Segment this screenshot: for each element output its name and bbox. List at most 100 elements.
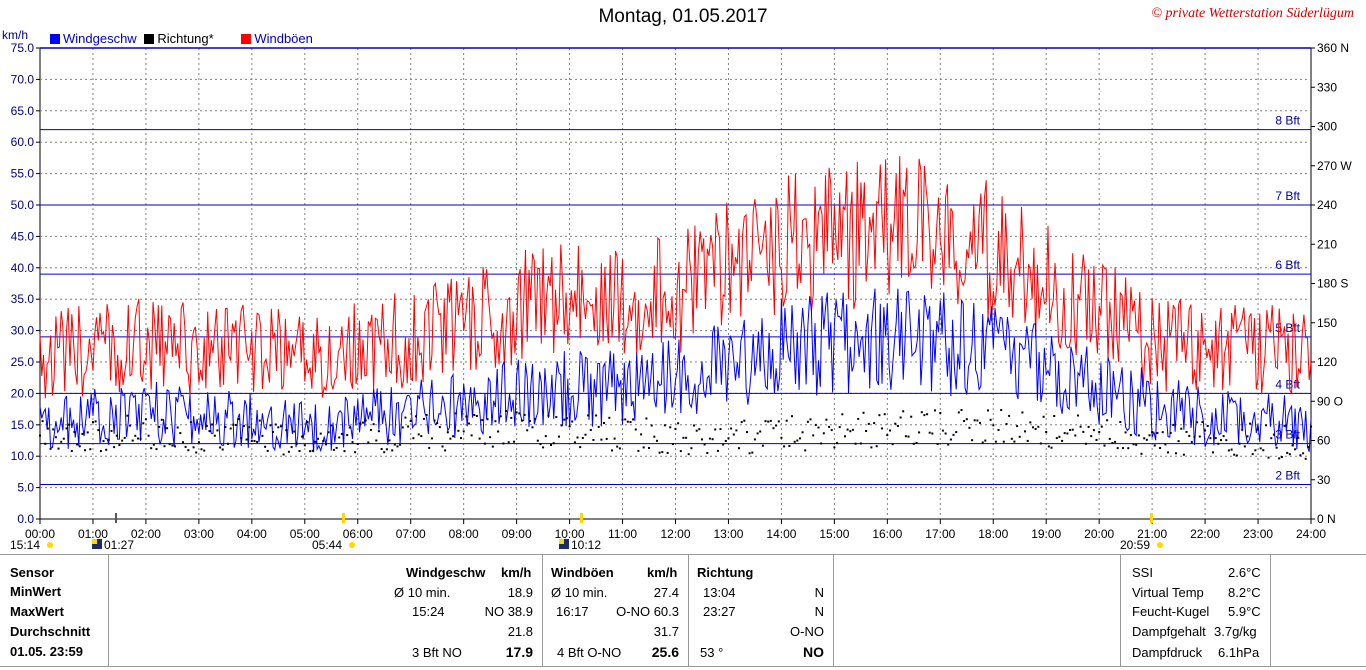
x-tick-label: 00:00 bbox=[25, 527, 55, 541]
direction-point bbox=[952, 433, 955, 436]
direction-point bbox=[1243, 445, 1246, 448]
direction-point bbox=[984, 439, 987, 442]
direction-point bbox=[94, 420, 97, 423]
direction-point bbox=[166, 427, 169, 430]
direction-point bbox=[1262, 449, 1265, 452]
direction-point bbox=[285, 429, 288, 432]
direction-point bbox=[248, 426, 251, 429]
direction-point bbox=[115, 434, 118, 437]
direction-point bbox=[926, 413, 929, 416]
direction-point bbox=[1151, 431, 1154, 434]
direction-point bbox=[1288, 453, 1291, 456]
chart-title: Montag, 01.05.2017 bbox=[598, 6, 768, 27]
direction-point bbox=[1259, 447, 1262, 450]
direction-point bbox=[862, 411, 865, 414]
direction-point bbox=[505, 410, 507, 412]
beaufort-label: 7 Bft bbox=[1275, 189, 1300, 203]
direction-point bbox=[192, 446, 195, 449]
direction-point bbox=[129, 424, 131, 427]
direction-point bbox=[881, 427, 883, 430]
direction-point bbox=[253, 440, 256, 442]
direction-point bbox=[928, 431, 931, 434]
direction-point bbox=[859, 442, 862, 445]
direction-point bbox=[280, 425, 282, 428]
direction-point bbox=[1204, 429, 1207, 432]
richtung-avg-value: O-NO bbox=[790, 624, 824, 639]
sun-marker bbox=[1150, 513, 1153, 523]
direction-point bbox=[1122, 447, 1124, 450]
y-tick-label: 60.0 bbox=[11, 135, 35, 149]
direction-point bbox=[1220, 439, 1222, 442]
direction-point bbox=[558, 435, 560, 438]
direction-point bbox=[724, 440, 727, 442]
direction-point bbox=[563, 418, 566, 421]
extra-dampfdruck-value: 6.1hPa bbox=[1218, 645, 1260, 660]
direction-point bbox=[301, 435, 304, 438]
direction-point bbox=[224, 426, 227, 429]
direction-point bbox=[550, 444, 552, 446]
direction-point bbox=[473, 414, 476, 416]
x-tick-label: 06:00 bbox=[343, 527, 373, 541]
direction-point bbox=[1047, 445, 1050, 448]
direction-point bbox=[242, 424, 245, 427]
direction-point bbox=[68, 423, 71, 426]
direction-point bbox=[1241, 428, 1244, 431]
direction-point bbox=[1153, 444, 1156, 447]
direction-point bbox=[994, 440, 997, 443]
direction-point bbox=[73, 431, 76, 433]
table-bottom-border bbox=[0, 666, 1366, 667]
direction-point bbox=[1034, 428, 1037, 430]
direction-point bbox=[277, 426, 280, 429]
direction-point bbox=[367, 441, 370, 444]
grid bbox=[39, 47, 1312, 520]
direction-point bbox=[648, 447, 650, 449]
y-tick-label: 10.0 bbox=[11, 449, 35, 463]
x-tick-label: 15:00 bbox=[819, 527, 849, 541]
axes: 00:00 01:00 02:00 03:00 04:00 05:00 06:00 07:00… bbox=[11, 41, 1353, 541]
direction-point bbox=[640, 433, 643, 436]
direction-point bbox=[515, 411, 518, 414]
legend-item-windgeschw: Windgeschw bbox=[50, 31, 137, 46]
table-divider bbox=[1270, 554, 1271, 666]
direction-point bbox=[499, 415, 502, 418]
direction-point bbox=[105, 448, 108, 451]
direction-point bbox=[875, 445, 878, 448]
direction-point bbox=[1304, 457, 1307, 460]
direction-point bbox=[544, 435, 547, 438]
direction-point bbox=[886, 434, 889, 437]
direction-point bbox=[1055, 437, 1058, 440]
extra-feucht-kugel-value: 5.9°C bbox=[1228, 604, 1261, 619]
direction-point bbox=[232, 423, 235, 426]
direction-point bbox=[245, 438, 248, 441]
direction-point bbox=[1161, 431, 1164, 434]
x-tick-label: 17:00 bbox=[925, 527, 955, 541]
timeline: 15:14 01:27 05:44 10:12 20:59 bbox=[10, 513, 1163, 552]
direction-point bbox=[343, 450, 346, 453]
direction-point bbox=[555, 416, 558, 419]
series-richtung bbox=[39, 409, 1312, 460]
direction-point bbox=[719, 428, 722, 431]
direction-point bbox=[1069, 429, 1071, 431]
direction-point bbox=[475, 415, 478, 417]
moon-icon-highlight bbox=[92, 539, 97, 544]
direction-point bbox=[663, 424, 666, 427]
direction-point bbox=[1227, 449, 1230, 452]
direction-point bbox=[1185, 430, 1188, 433]
direction-point bbox=[497, 430, 500, 433]
direction-point bbox=[1225, 439, 1228, 442]
windgeschw-unit: km/h bbox=[501, 565, 532, 580]
y-tick-label: 15.0 bbox=[11, 418, 35, 432]
direction-point bbox=[833, 446, 836, 449]
direction-point bbox=[346, 434, 349, 437]
direction-point bbox=[1024, 430, 1026, 433]
direction-point bbox=[1270, 437, 1273, 440]
direction-point bbox=[822, 432, 825, 435]
direction-point bbox=[867, 422, 870, 425]
direction-point bbox=[632, 418, 635, 421]
direction-point bbox=[134, 434, 137, 437]
direction-point bbox=[1008, 414, 1011, 417]
x-tick-label: 22:00 bbox=[1190, 527, 1220, 541]
direction-point bbox=[1177, 440, 1180, 443]
direction-point bbox=[912, 442, 915, 445]
